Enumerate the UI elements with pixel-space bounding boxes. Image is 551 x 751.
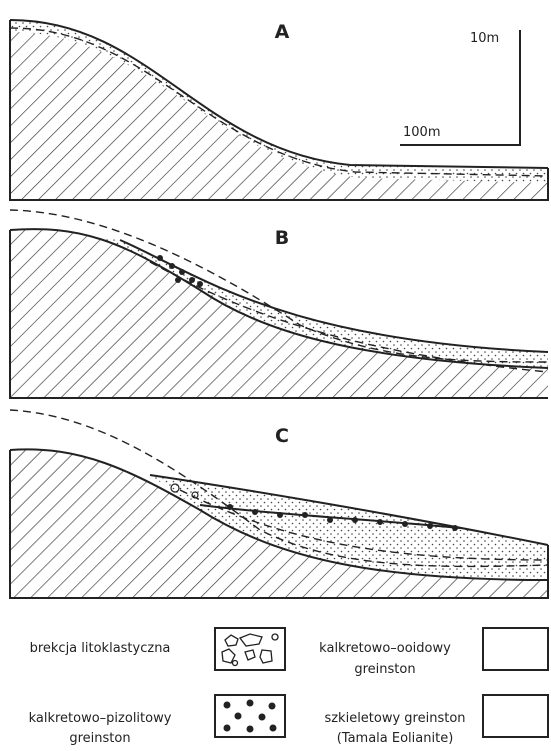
panel-a: A 10m 100m	[10, 20, 548, 200]
legend-label: (Tamala Eolianite)	[337, 731, 454, 746]
diagram: A 10m 100m B C brekcja litoklastyczna ka…	[0, 0, 551, 747]
legend-label: greinston	[354, 662, 415, 677]
panel-label: A	[275, 21, 290, 43]
legend: brekcja litoklastyczna kalkretowo–ooidow…	[29, 628, 548, 746]
legend-label: brekcja litoklastyczna	[30, 641, 171, 656]
legend-label: szkieletowy greinston	[324, 711, 465, 726]
panel-label: B	[275, 227, 289, 249]
panel-b: B	[10, 210, 548, 398]
legend-label: greinston	[69, 731, 130, 746]
panel-label: C	[275, 425, 289, 447]
panel-c: C	[10, 410, 548, 598]
scale-horizontal: 100m	[403, 125, 440, 140]
scale-vertical: 10m	[470, 31, 499, 46]
legend-label: kalkretowo–ooidowy	[319, 641, 451, 656]
legend-label: kalkretowo–pizolitowy	[29, 711, 172, 726]
